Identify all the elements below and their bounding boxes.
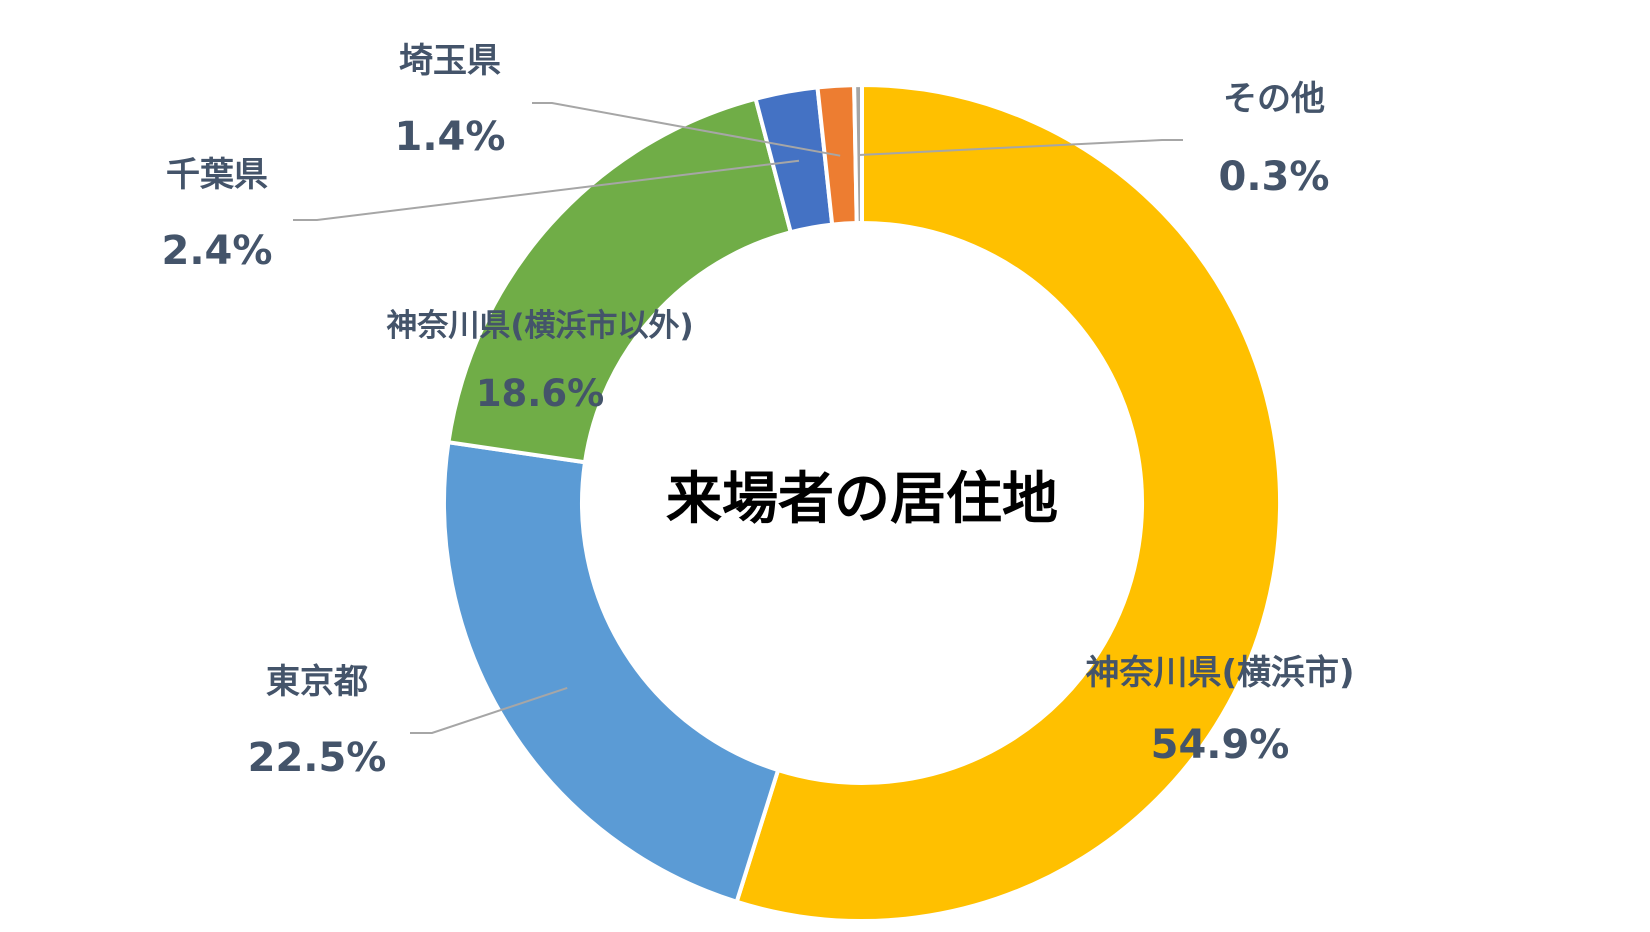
leader-line-1 xyxy=(410,686,568,734)
chart-title: 来場者の居住地 xyxy=(666,467,1058,532)
data-label-value-5: 0.3% xyxy=(1219,154,1330,200)
leader-line-5 xyxy=(858,139,1183,157)
data-label-value-3: 2.4% xyxy=(162,228,273,274)
data-label-category-3: 千葉県 xyxy=(166,155,268,195)
slice-2 xyxy=(446,96,794,465)
data-label-category-0: 神奈川県(横浜市) xyxy=(1085,653,1354,693)
data-label-value-1: 22.5% xyxy=(248,735,387,781)
data-labels-group: 神奈川県(横浜市) 54.9% 東京都 22.5% 神奈川県(横浜市以外) 18.6% 千葉… xyxy=(162,41,1355,781)
data-label-category-2: 神奈川県(横浜市以外) xyxy=(386,308,693,344)
slice-0 xyxy=(734,82,1282,923)
data-label-value-2: 18.6% xyxy=(476,372,604,415)
leader-line-3 xyxy=(293,159,800,221)
data-label-value-0: 54.9% xyxy=(1151,722,1290,768)
data-label-category-5: その他 xyxy=(1223,79,1325,119)
slice-1 xyxy=(442,439,781,905)
leader-line-4 xyxy=(532,102,841,157)
slices-group xyxy=(442,82,1282,923)
data-label-value-4: 1.4% xyxy=(395,114,506,160)
data-label-category-1: 東京都 xyxy=(266,662,368,702)
slice-5 xyxy=(852,82,864,226)
leader-lines-group xyxy=(293,102,1183,734)
data-label-category-4: 埼玉県 xyxy=(399,41,501,81)
